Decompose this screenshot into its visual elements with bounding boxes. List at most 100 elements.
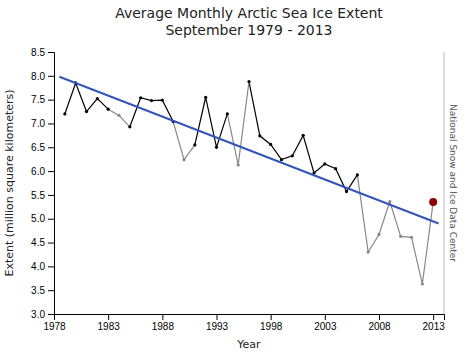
title: Average Monthly Arctic Sea Ice ExtentSep…: [115, 5, 383, 38]
x-tick: 1988: [152, 314, 175, 332]
y-tick-mark: [48, 171, 54, 172]
chart: 1978 1983 1988 1993 1998 2003 2008 2013 3.0 3.5 4.…: [0, 0, 474, 354]
point: [161, 99, 164, 102]
x-tick: 1983: [98, 314, 121, 332]
x-axis: 1978 1983 1988 1993 1998 2003 2008 2013: [43, 314, 445, 332]
x-tick-label: 1993: [206, 321, 229, 332]
point: [323, 162, 326, 165]
point: [410, 236, 413, 239]
y-axis: 3.0 3.5 4.0 4.5 5.0 5.5 6.0 6.5 7.0 7.5 8.0 8.5: [31, 47, 54, 320]
point: [399, 235, 402, 238]
point: [96, 97, 99, 100]
y-tick: 7.5: [31, 94, 54, 105]
y-tick-mark: [48, 314, 54, 315]
y-tick: 7.0: [31, 118, 54, 129]
y-tick: 8.0: [31, 71, 54, 82]
y-tick-mark: [48, 147, 54, 148]
highlight-point: [429, 198, 437, 206]
y-tick: 6.0: [31, 166, 54, 177]
x-tick: 1998: [260, 314, 283, 332]
y-tick-label: 4.0: [31, 261, 45, 272]
point: [377, 233, 380, 236]
y-tick-mark: [48, 243, 54, 244]
x-tick-mark: [379, 314, 380, 320]
y-tick-mark: [48, 290, 54, 291]
point: [150, 99, 153, 102]
x-tick-label: 1983: [98, 321, 121, 332]
y-tick: 3.5: [31, 285, 54, 296]
x-tick-mark: [433, 314, 434, 320]
y-axis-line: [48, 53, 55, 315]
point: [388, 200, 391, 203]
point: [291, 154, 294, 157]
y-tick: 4.5: [31, 237, 54, 248]
y-axis-title: Extent (million square kilometers): [3, 89, 16, 276]
title-line: Average Monthly Arctic Sea Ice Extent: [115, 5, 383, 21]
x-tick-mark: [217, 314, 218, 320]
right-frame: [444, 52, 445, 314]
x-axis-line: [55, 315, 445, 321]
point: [204, 96, 207, 99]
y-tick: 5.5: [31, 190, 54, 201]
y-tick: 4.0: [31, 261, 54, 272]
x-tick-label: 1988: [152, 321, 175, 332]
y-tick-label: 7.5: [31, 94, 45, 105]
y-tick-mark: [48, 52, 54, 53]
point: [280, 158, 283, 161]
point: [193, 143, 196, 146]
y-tick-label: 5.0: [31, 213, 45, 224]
point: [247, 80, 250, 83]
marks: [59, 77, 438, 286]
point: [107, 108, 110, 111]
x-tick: 1978: [43, 314, 66, 332]
y-tick-label: 4.5: [31, 237, 45, 248]
title-line: September 1979 - 2013: [165, 22, 332, 38]
point: [334, 167, 337, 170]
point: [85, 110, 88, 113]
y-tick-label: 3.0: [31, 309, 45, 320]
y-tick: 3.0: [31, 309, 54, 320]
x-tick: 1993: [206, 314, 229, 332]
annotation: National Snow and Ice Data Center: [448, 104, 458, 262]
x-tick-label: 1978: [43, 321, 66, 332]
x-tick-label: 1998: [260, 321, 283, 332]
y-tick-label: 6.0: [31, 166, 45, 177]
x-tick-mark: [325, 314, 326, 320]
trend-line: [59, 77, 438, 224]
point: [215, 146, 218, 149]
point: [226, 112, 229, 115]
point: [63, 112, 66, 115]
x-tick-mark: [108, 314, 109, 320]
point: [258, 134, 261, 137]
x-tick: 2008: [368, 314, 391, 332]
x-tick-label: 2013: [423, 321, 446, 332]
y-tick-mark: [48, 100, 54, 101]
plot: 1978 1983 1988 1993 1998 2003 2008 2013 3.0 3.5 4.…: [31, 47, 445, 332]
point: [302, 134, 305, 137]
point: [237, 163, 240, 166]
x-tick-label: 2003: [314, 321, 337, 332]
x-tick-mark: [271, 314, 272, 320]
x-tick-mark: [162, 314, 163, 320]
y-tick-label: 3.5: [31, 285, 45, 296]
point: [421, 282, 424, 285]
y-tick-mark: [48, 219, 54, 220]
point: [269, 143, 272, 146]
y-tick-label: 5.5: [31, 190, 45, 201]
y-tick-mark: [48, 266, 54, 267]
point: [117, 114, 120, 117]
point: [182, 158, 185, 161]
y-tick-label: 7.0: [31, 118, 45, 129]
y-tick-label: 8.5: [31, 47, 45, 58]
y-tick-mark: [48, 123, 54, 124]
x-tick: 2013: [423, 314, 446, 332]
point: [356, 173, 359, 176]
x-tick-label: 2008: [368, 321, 391, 332]
y-tick: 5.0: [31, 213, 54, 224]
y-tick-mark: [48, 76, 54, 77]
y-tick: 6.5: [31, 142, 54, 153]
x-tick: 2003: [314, 314, 337, 332]
y-tick-label: 8.0: [31, 71, 45, 82]
series-line: [108, 82, 433, 284]
point: [345, 190, 348, 193]
